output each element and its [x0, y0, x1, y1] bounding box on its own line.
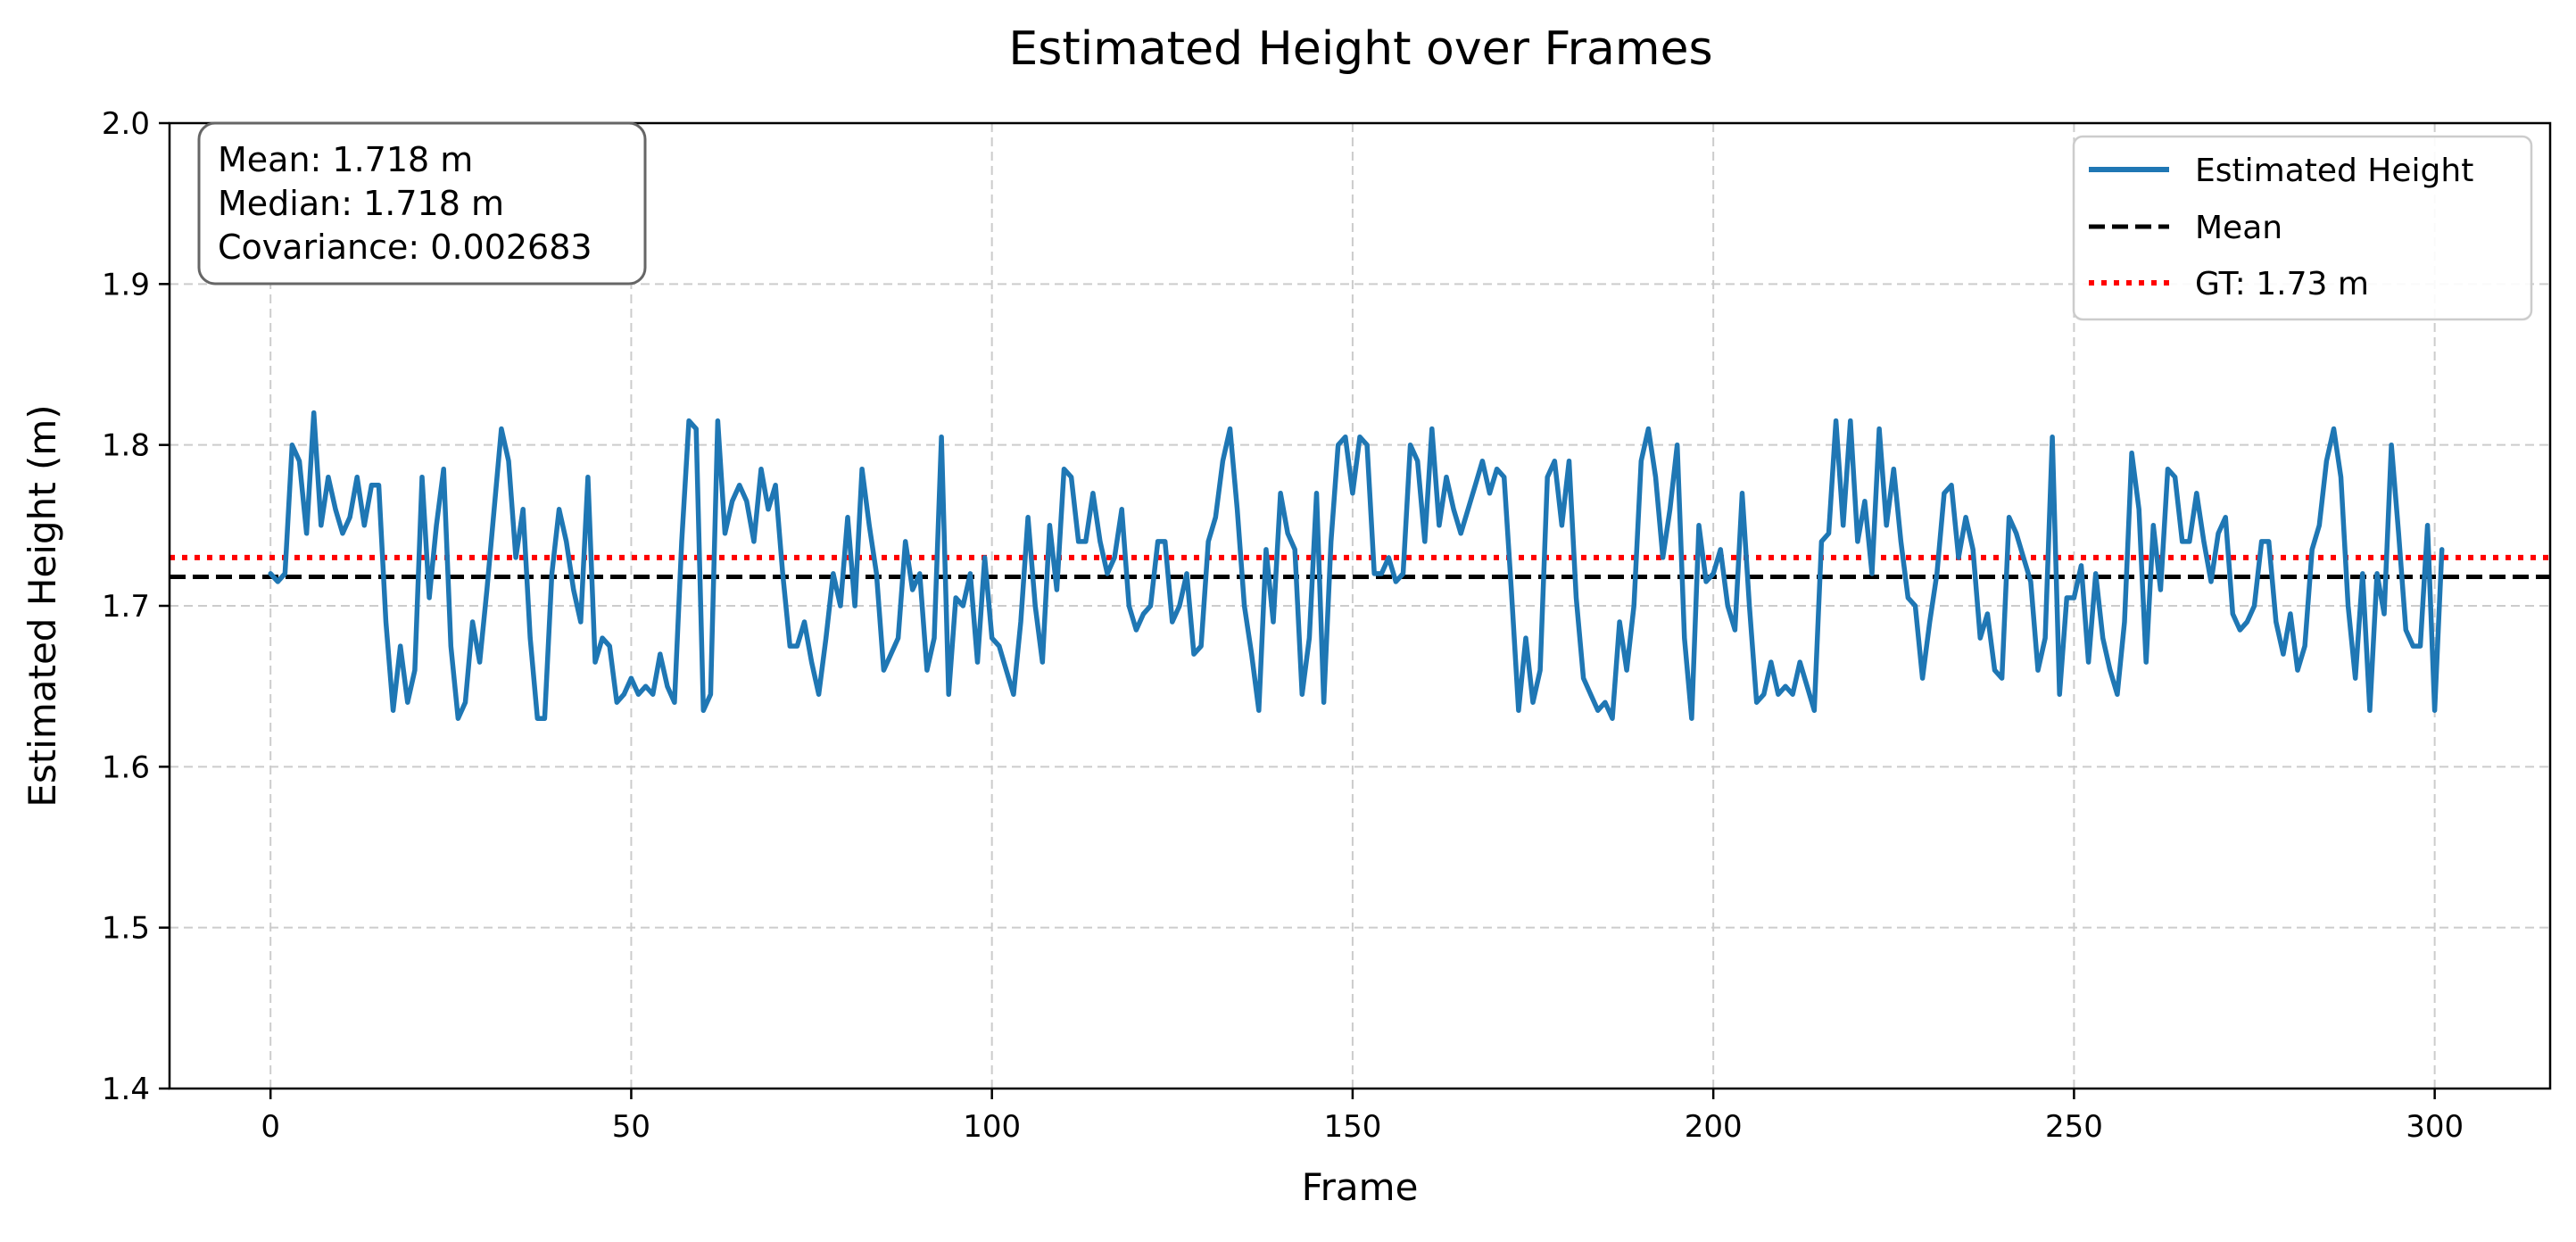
legend-label-mean: Mean [2195, 210, 2282, 246]
series-layer [268, 410, 2445, 721]
y-tick-label: 1.7 [102, 589, 150, 625]
reference-lines [170, 554, 2550, 580]
y-tick-label: 2.0 [102, 106, 150, 142]
stats-box-frame [197, 121, 647, 286]
x-tick-label: 250 [2045, 1109, 2103, 1145]
x-axis-title: Frame [1302, 1165, 1419, 1209]
stats-covariance: Covariance: 0.002683 [218, 228, 592, 267]
x-tick-label: 0 [261, 1109, 280, 1145]
stats-mean: Mean: 1.718 m [218, 140, 473, 179]
legend-label-estimated: Estimated Height [2195, 153, 2473, 189]
stats-median: Median: 1.718 m [218, 184, 504, 223]
y-tick-label: 1.5 [102, 911, 150, 947]
y-tick-label: 1.9 [102, 267, 150, 302]
y-tick-label: 1.6 [102, 749, 150, 785]
x-tick-label: 100 [963, 1109, 1021, 1145]
legend: Estimated Height Mean GT: 1.73 m [2072, 135, 2533, 321]
y-tick-label: 1.4 [102, 1072, 150, 1107]
y-axis-title: Estimated Height (m) [21, 404, 64, 807]
y-axis-ticks: 1.4 1.5 1.6 1.7 1.8 1.9 2.0 [102, 106, 170, 1107]
x-axis-ticks: 0 50 100 150 200 250 300 [261, 1089, 2464, 1145]
x-tick-label: 150 [1323, 1109, 1381, 1145]
legend-frame [2072, 135, 2533, 321]
x-tick-label: 50 [612, 1109, 650, 1145]
legend-label-gt: GT: 1.73 m [2195, 266, 2369, 302]
chart-title: Estimated Height over Frames [1008, 22, 1712, 76]
y-tick-label: 1.8 [102, 428, 150, 464]
x-tick-label: 300 [2406, 1109, 2464, 1145]
stats-box: Mean: 1.718 m Median: 1.718 m Covariance… [197, 121, 647, 286]
series-line-estimated-height [268, 410, 2445, 721]
x-tick-label: 200 [1685, 1109, 1743, 1145]
